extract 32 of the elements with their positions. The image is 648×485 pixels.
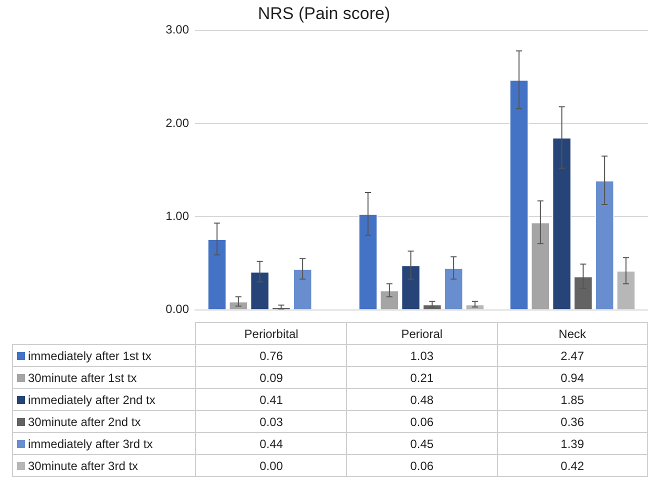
data-label: 0.45 xyxy=(346,432,498,454)
data-label: 1.39 xyxy=(497,432,648,454)
legend-label: 30minute after 2nd tx xyxy=(12,410,196,432)
data-label: 0.44 xyxy=(196,432,347,454)
legend-label: immediately after 3rd tx xyxy=(12,432,196,454)
x-tick-label: Neck xyxy=(497,322,648,344)
data-label: 2.47 xyxy=(497,344,648,366)
data-label: 0.36 xyxy=(497,410,648,432)
legend-label: immediately after 2nd tx xyxy=(12,388,196,410)
data-label: 1.03 xyxy=(346,344,498,366)
data-label: 1.85 xyxy=(497,388,648,410)
data-label: 0.48 xyxy=(346,388,498,410)
legend-label: 30minute after 3rd tx xyxy=(12,454,196,476)
data-label: 0.06 xyxy=(346,410,498,432)
legend-label: 30minute after 1st tx xyxy=(12,366,196,388)
data-label: 0.42 xyxy=(497,454,648,476)
data-label: 0.21 xyxy=(346,366,498,388)
data-label: 0.09 xyxy=(196,366,347,388)
x-tick-label: Perioral xyxy=(346,322,498,344)
data-label: 0.03 xyxy=(196,410,347,432)
data-label: 0.94 xyxy=(497,366,648,388)
data-label: 0.00 xyxy=(196,454,347,476)
y-tick-label: 1.00 xyxy=(166,208,190,223)
y-tick-label: 0.00 xyxy=(166,302,190,316)
chart-title: NRS (Pain score) xyxy=(258,4,390,23)
data-label: 0.06 xyxy=(346,454,498,476)
data-label: 0.76 xyxy=(196,344,347,366)
data-label: 0.41 xyxy=(196,388,347,410)
x-tick-label: Periorbital xyxy=(196,322,347,344)
legend-label: immediately after 1st tx xyxy=(12,344,196,366)
y-tick-label: 3.00 xyxy=(166,22,190,37)
y-tick-label: 2.00 xyxy=(166,116,190,130)
